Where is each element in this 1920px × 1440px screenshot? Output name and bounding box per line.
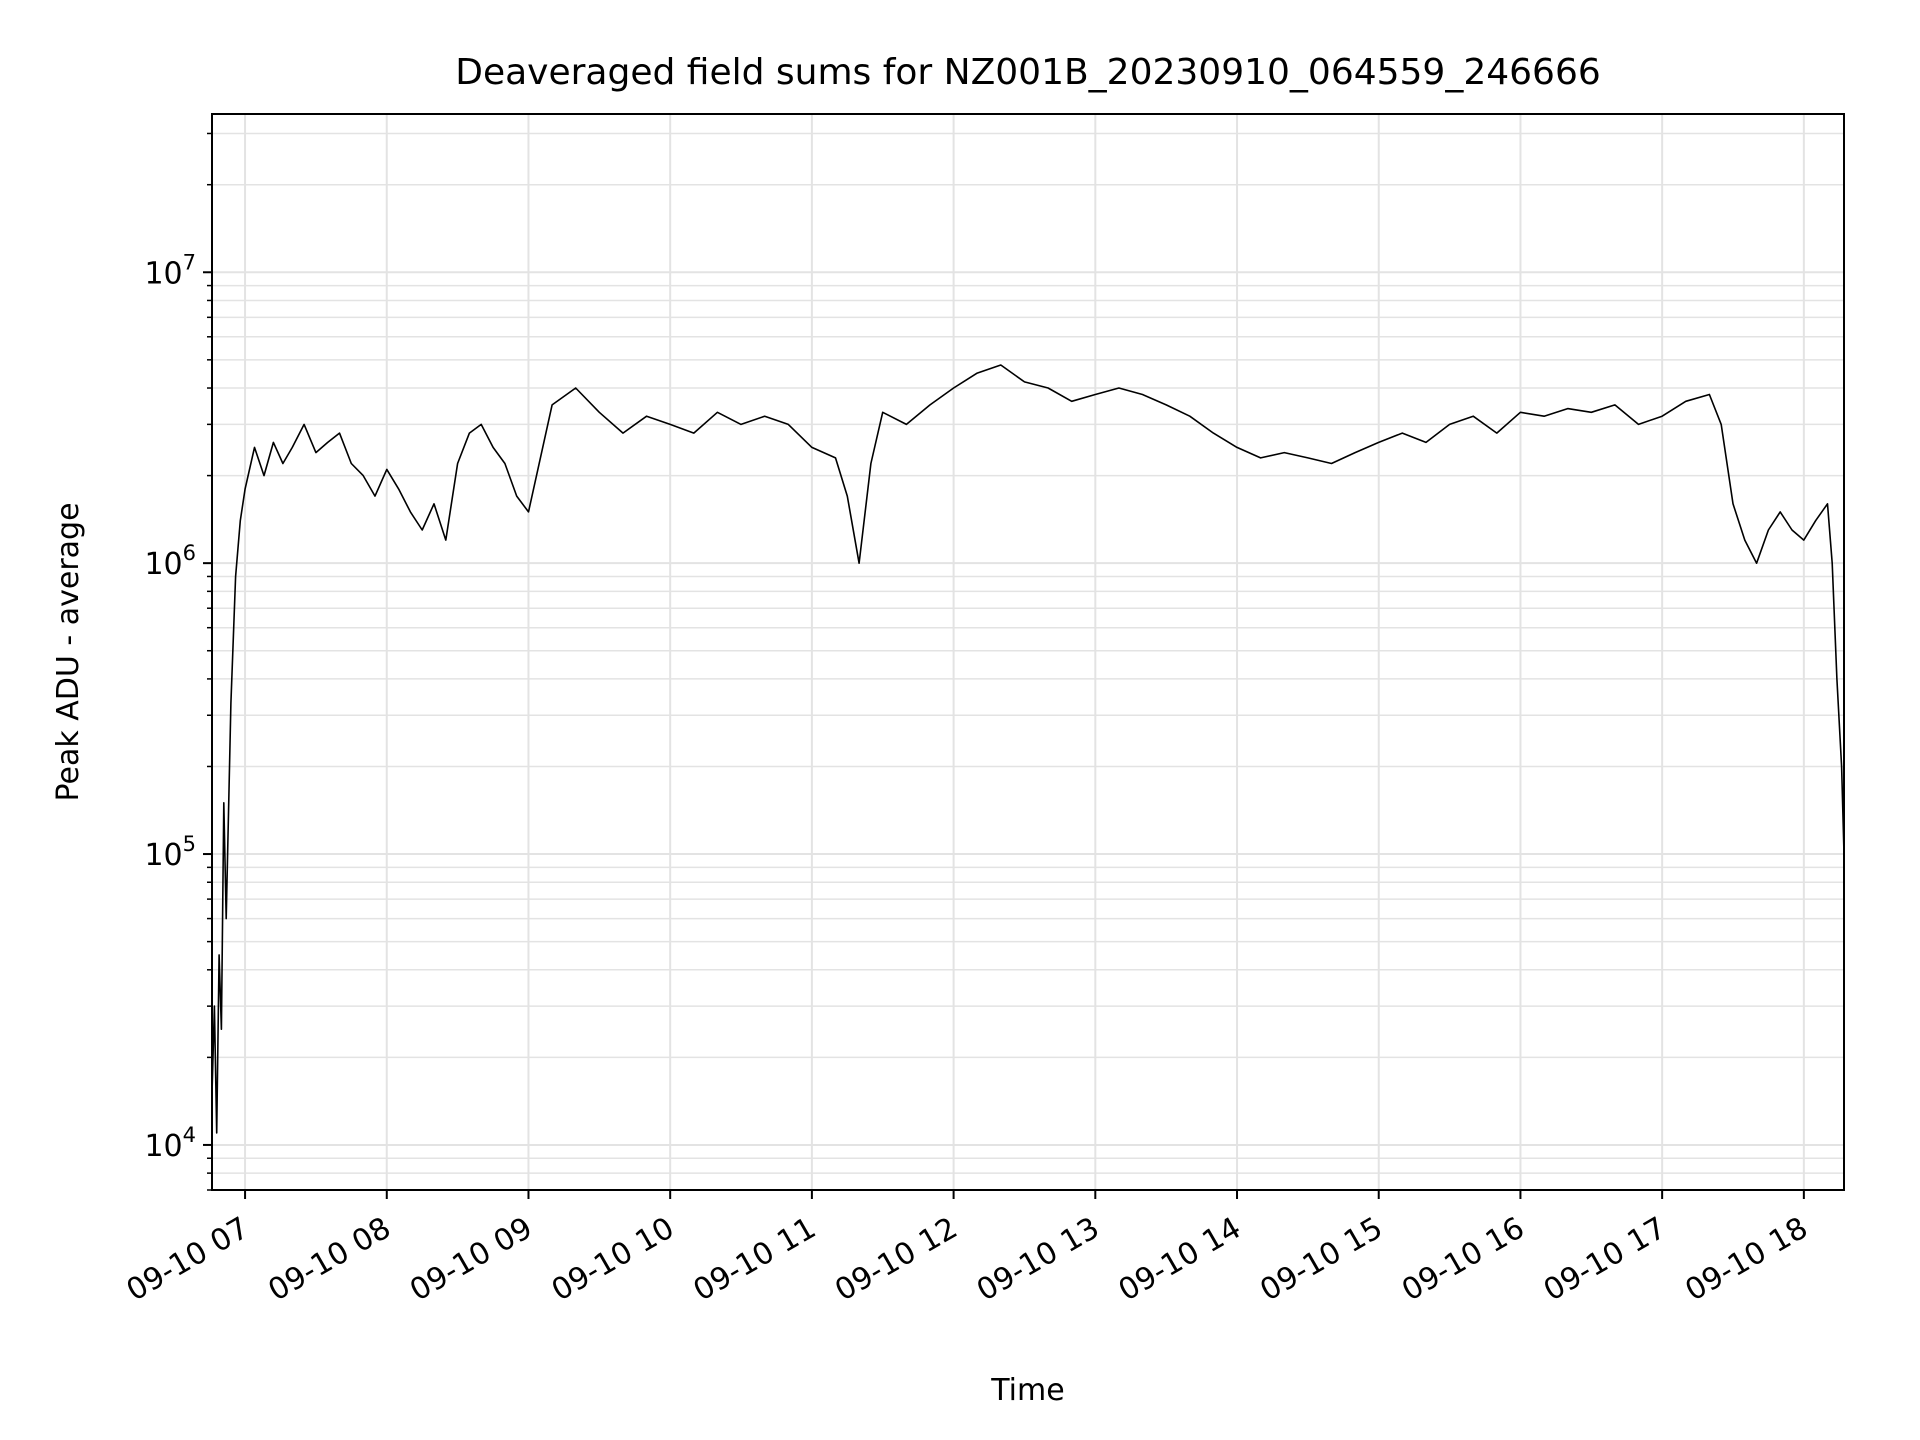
y-tick-label: 104 <box>144 1123 196 1164</box>
y-tick-label: 107 <box>144 250 196 291</box>
y-tick-label: 106 <box>144 541 196 582</box>
y-tick-label: 105 <box>144 832 196 873</box>
y-axis-label: Peak ADU - average <box>51 502 86 801</box>
x-axis-label: Time <box>990 1373 1064 1408</box>
grid <box>212 114 1844 1191</box>
plot-area <box>211 364 1845 1134</box>
chart-title: Deaveraged field sums for NZ001B_2023091… <box>455 52 1601 93</box>
series-line <box>211 364 1845 1134</box>
plot-frame <box>211 113 1845 1191</box>
